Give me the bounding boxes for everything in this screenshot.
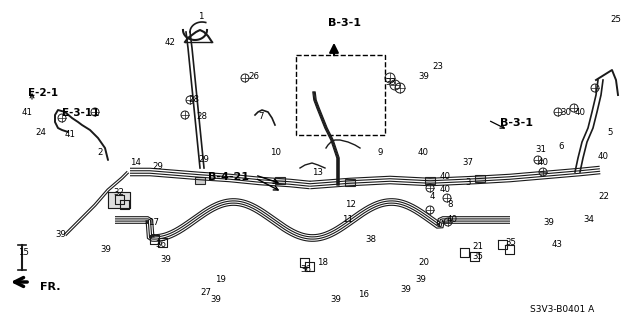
Text: 37: 37 [462, 158, 473, 167]
Text: 28: 28 [196, 112, 207, 121]
Text: 7: 7 [258, 112, 264, 121]
Polygon shape [108, 192, 130, 208]
Text: 1: 1 [198, 12, 204, 21]
Text: 40: 40 [418, 148, 429, 157]
Text: E-3-11: E-3-11 [62, 108, 99, 118]
Text: 9: 9 [378, 148, 383, 157]
Bar [195, 176, 205, 183]
Text: 33: 33 [385, 78, 396, 87]
Text: 40: 40 [440, 172, 451, 181]
Text: 39: 39 [100, 245, 111, 254]
Text: S3V3-B0401 A: S3V3-B0401 A [530, 305, 595, 314]
Text: 36: 36 [155, 240, 166, 249]
Bar [425, 176, 435, 183]
Text: 26: 26 [248, 72, 259, 81]
Text: 39: 39 [418, 72, 429, 81]
Text: 39: 39 [415, 275, 426, 284]
Text: B-4-21: B-4-21 [208, 172, 249, 182]
Text: 42: 42 [165, 38, 176, 47]
Bar [275, 176, 285, 183]
Text: 39: 39 [330, 295, 341, 304]
Text: B-3-1: B-3-1 [500, 118, 533, 128]
Text: 11: 11 [342, 215, 353, 224]
Text: 12: 12 [345, 200, 356, 209]
Text: 15: 15 [18, 248, 29, 257]
Text: 43: 43 [552, 240, 563, 249]
Text: 4: 4 [430, 192, 435, 201]
Text: 18: 18 [317, 258, 328, 267]
Text: 41: 41 [22, 108, 33, 117]
Text: 32: 32 [113, 188, 124, 197]
Text: 3: 3 [465, 178, 470, 187]
Text: 40: 40 [575, 108, 586, 117]
Text: 40: 40 [440, 185, 451, 194]
Bar [475, 174, 485, 182]
Text: 41: 41 [65, 130, 76, 139]
Text: 28: 28 [188, 95, 199, 104]
Text: 31: 31 [535, 145, 546, 154]
Text: 19: 19 [215, 275, 226, 284]
Text: 39: 39 [210, 295, 221, 304]
Text: 24: 24 [35, 128, 46, 137]
Text: 13: 13 [312, 168, 323, 177]
Text: 10: 10 [270, 148, 281, 157]
Text: 23: 23 [432, 62, 443, 71]
Text: 34: 34 [583, 215, 594, 224]
Text: 20: 20 [418, 258, 429, 267]
Text: E-2-1: E-2-1 [28, 88, 58, 98]
Text: 5: 5 [607, 128, 612, 137]
Text: 21: 21 [472, 242, 483, 251]
Text: 27: 27 [200, 288, 211, 297]
Text: 39: 39 [55, 230, 66, 239]
Text: 29: 29 [152, 162, 163, 171]
Bar [345, 179, 355, 186]
Text: 6: 6 [558, 142, 563, 151]
Text: 40: 40 [538, 158, 549, 167]
Text: 40: 40 [447, 215, 458, 224]
Text: 39: 39 [160, 255, 171, 264]
Text: 17: 17 [148, 218, 159, 227]
Text: 8: 8 [447, 200, 452, 209]
Text: 35: 35 [505, 238, 516, 247]
Text: 40: 40 [598, 152, 609, 161]
Text: 16: 16 [358, 290, 369, 299]
Text: B-3-1: B-3-1 [328, 18, 361, 28]
Text: 35: 35 [472, 252, 483, 261]
Text: 39: 39 [400, 285, 411, 294]
Text: 25: 25 [610, 15, 621, 24]
Text: 22: 22 [598, 192, 609, 201]
Text: 36: 36 [300, 265, 311, 274]
Text: 14: 14 [130, 158, 141, 167]
Text: 29: 29 [198, 155, 209, 164]
Text: 39: 39 [543, 218, 554, 227]
Text: FR.: FR. [40, 282, 61, 292]
Text: 38: 38 [365, 235, 376, 244]
Bar [296, 55, 385, 135]
Text: 30: 30 [560, 108, 571, 117]
Text: 2: 2 [97, 148, 102, 157]
